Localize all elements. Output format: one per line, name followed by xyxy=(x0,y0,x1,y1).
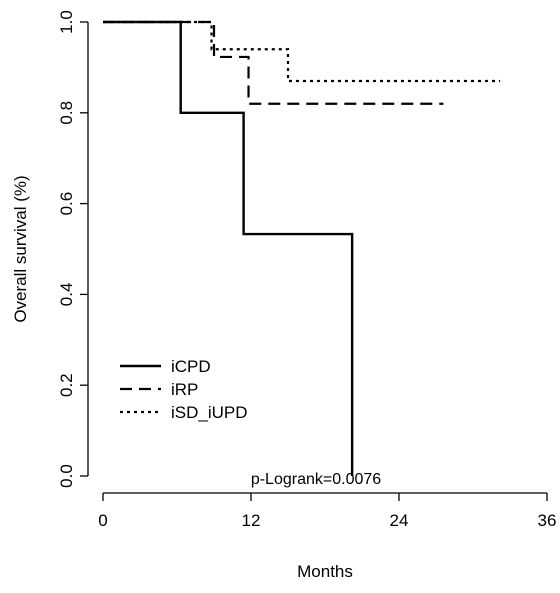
x-tick-label: 36 xyxy=(538,511,557,530)
series-layer xyxy=(103,20,501,476)
legend-label: iSD_iUPD xyxy=(171,403,248,422)
legend-label: iRP xyxy=(171,380,198,399)
p-logrank-annotation: p-Logrank=0.0076 xyxy=(251,471,381,488)
x-axis-title: Months xyxy=(297,562,353,581)
y-axis-title: Overall survival (%) xyxy=(11,175,30,322)
x-axis-ticks: 0 12 24 36 xyxy=(98,493,556,530)
y-tick-label: 0.6 xyxy=(57,192,76,216)
series-line-irp xyxy=(103,20,444,105)
y-tick-label: 0.0 xyxy=(57,464,76,488)
y-axis-ticks: 0.0 0.2 0.4 0.6 0.8 1.0 xyxy=(57,10,88,488)
x-tick-label: 0 xyxy=(98,511,107,530)
y-tick-label: 0.2 xyxy=(57,373,76,397)
series-line-isd-iupd xyxy=(103,20,501,83)
x-tick-label: 12 xyxy=(242,511,261,530)
legend: iCPD iRP iSD_iUPD xyxy=(120,357,248,422)
y-tick-label: 0.8 xyxy=(57,101,76,125)
y-tick-label: 1.0 xyxy=(57,10,76,34)
x-tick-label: 24 xyxy=(390,511,409,530)
legend-label: iCPD xyxy=(171,357,211,376)
y-tick-label: 0.4 xyxy=(57,283,76,307)
